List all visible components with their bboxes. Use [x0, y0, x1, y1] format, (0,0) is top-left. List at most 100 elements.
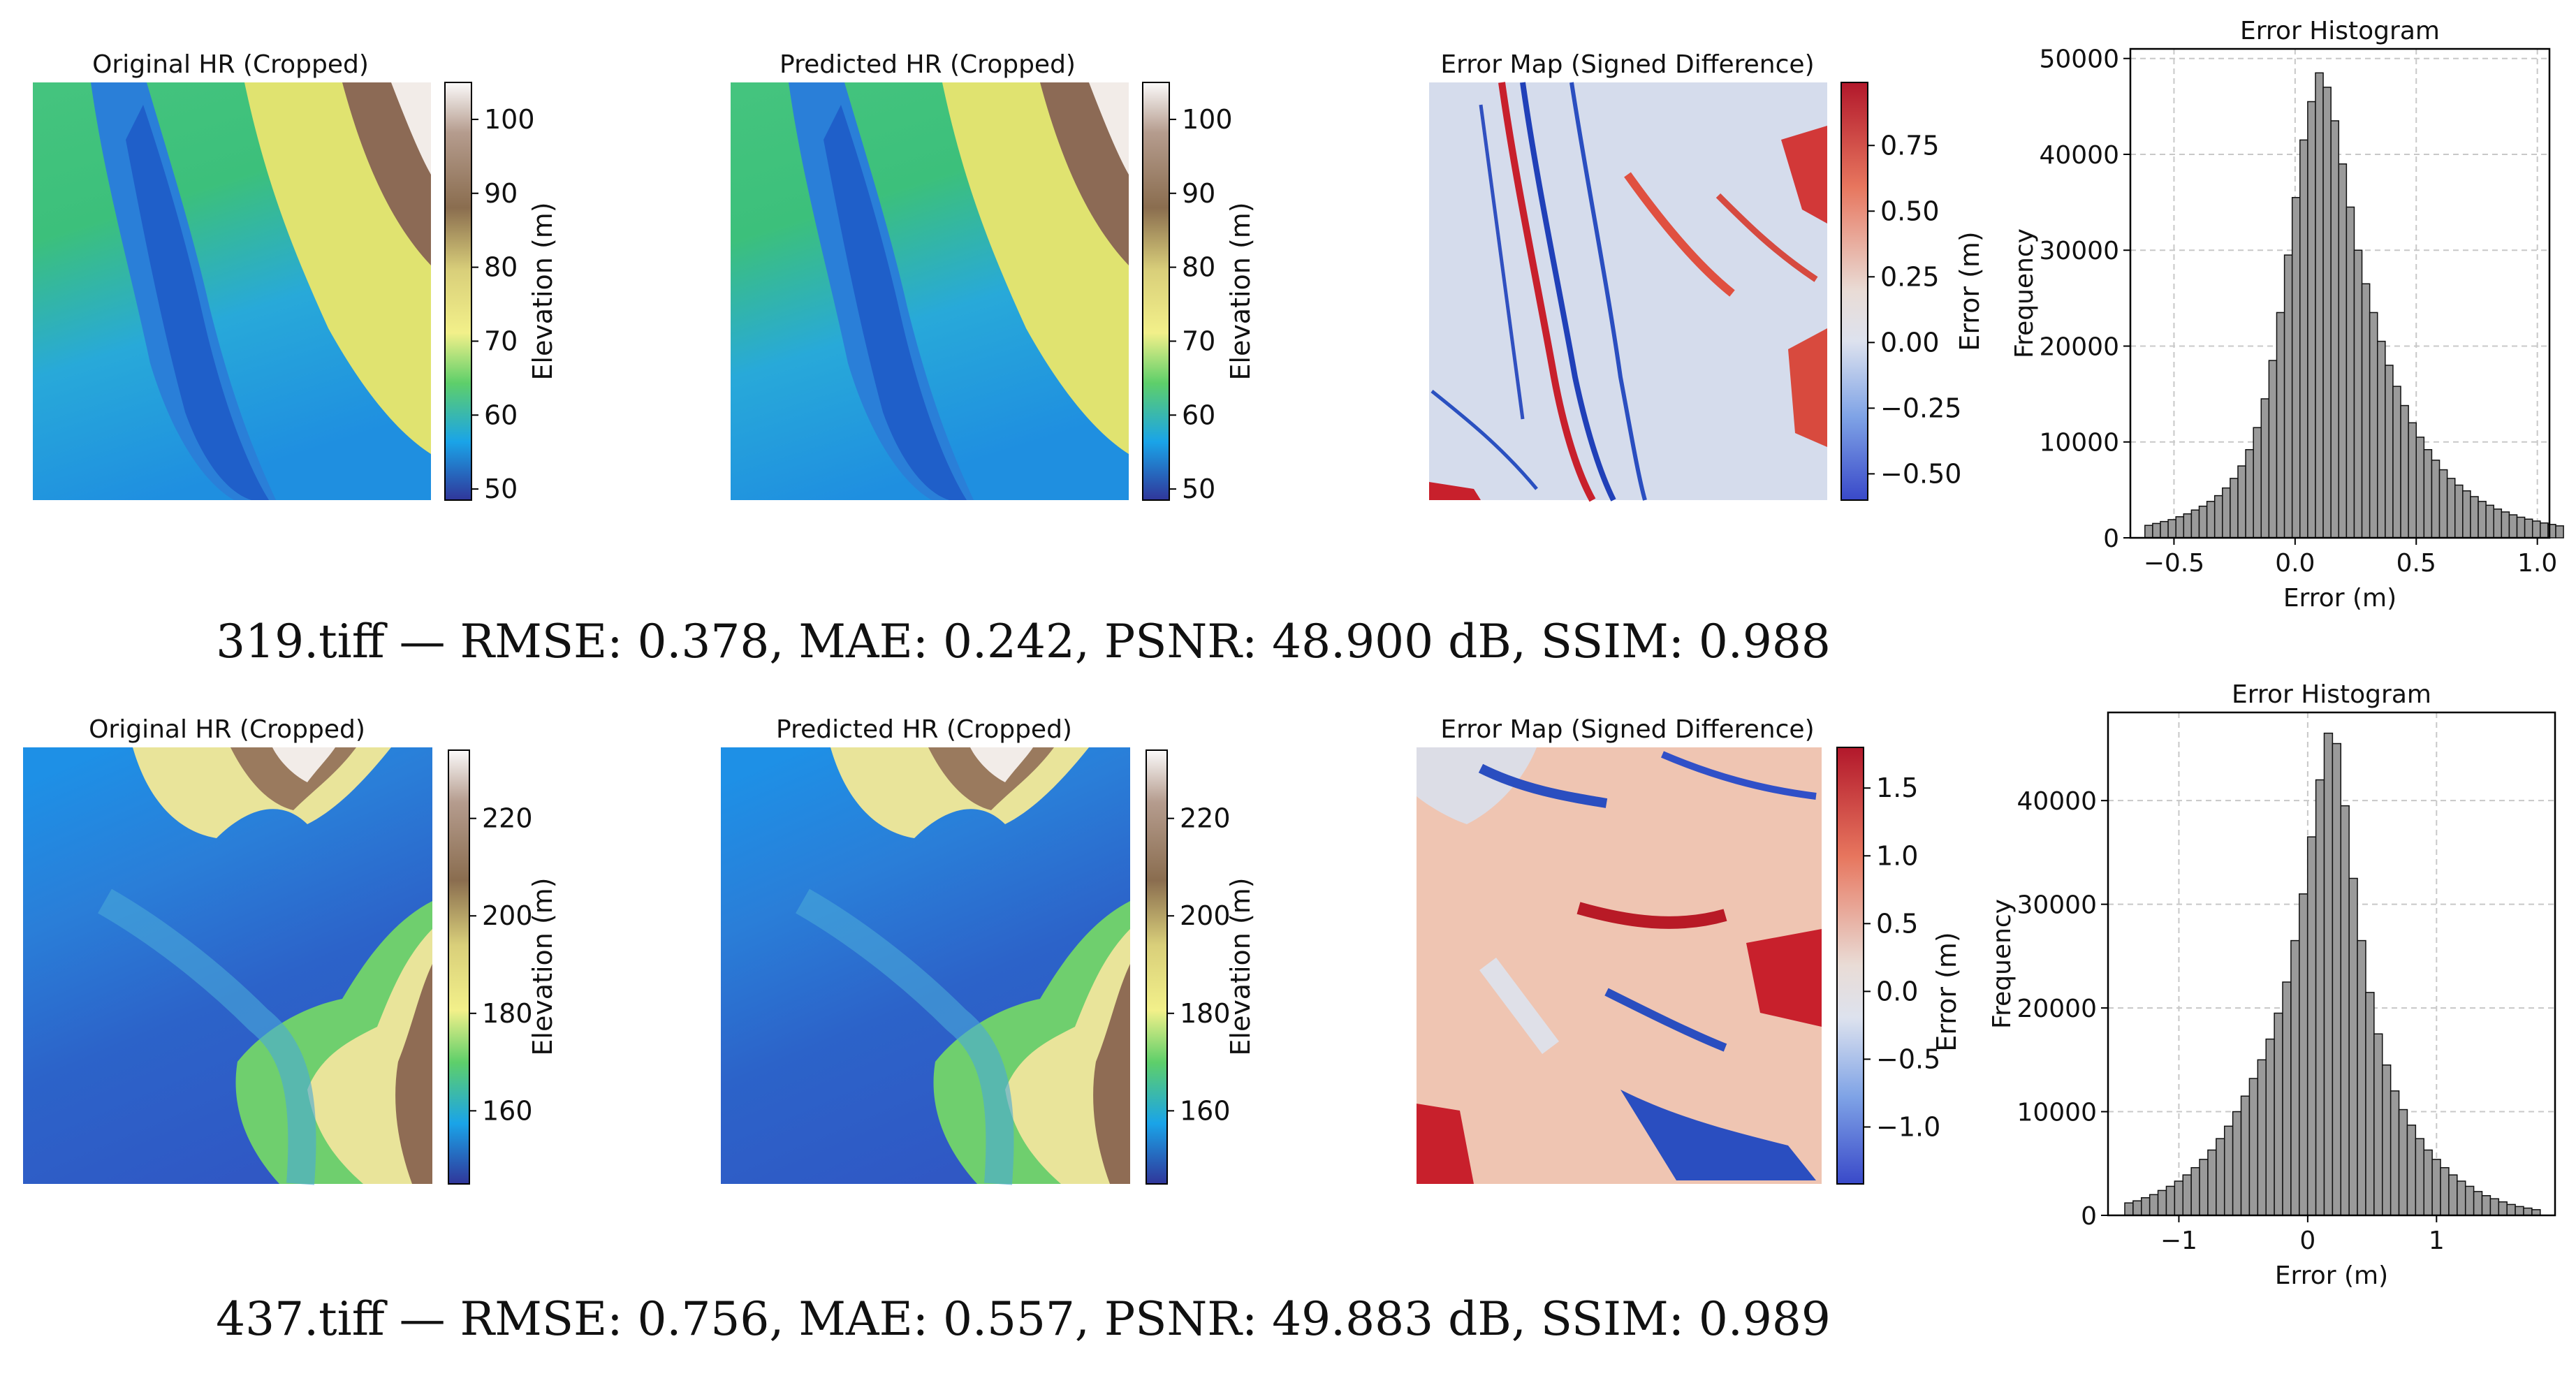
original-elevation-colorbar: 50 60 70 80 90 100 Elevation (m) — [444, 82, 558, 504]
elev-cb-1-tick-label: 80 — [484, 252, 518, 283]
hist-bar — [2531, 520, 2541, 539]
elev-cb-1-tick-label: 90 — [484, 178, 518, 209]
hist-bar — [2182, 1174, 2192, 1216]
hist-bar — [2290, 939, 2300, 1216]
hist-bar — [2299, 139, 2308, 539]
error-colorbar-2: −1.0 −0.5 0.0 0.5 1.0 1.5 Error (m) — [1836, 747, 1962, 1185]
hist-bar — [2470, 496, 2479, 539]
hist-ytick-label: 0 — [2081, 1202, 2097, 1231]
hist-bar — [2478, 501, 2487, 539]
hist-bar — [2390, 1090, 2400, 1216]
hist-bar — [2373, 1033, 2383, 1216]
hist-bar — [2431, 460, 2440, 539]
hist-title: Error Histogram — [2232, 680, 2431, 709]
error-histogram-2: 0 10000 20000 30000 40000 −1 0 1 Error Histogram… — [1988, 680, 2556, 1290]
hist-bar — [2245, 448, 2254, 539]
hist-bar — [2190, 1166, 2200, 1216]
hist-bar — [2240, 1095, 2251, 1216]
hist-bar — [2340, 805, 2350, 1216]
hist-bar — [2406, 1125, 2417, 1216]
err-cb-1-tick-label: 0.75 — [1880, 130, 1940, 161]
hist-xtick-label: 0.5 — [2396, 549, 2436, 578]
hist-bar — [2315, 779, 2325, 1216]
err-cb-1-tick-label: 0.25 — [1880, 261, 1940, 292]
hist-ytick-label: 10000 — [2039, 429, 2119, 458]
err-cb-2-tick-label: 0.0 — [1876, 976, 1918, 1007]
original-colorbar-label-2: Elevation (m) — [527, 877, 558, 1055]
err-cb-2-tick-label: 1.0 — [1876, 840, 1918, 871]
hist-bar — [2167, 519, 2176, 539]
hist-bar — [2124, 1202, 2134, 1216]
hist-bar — [2400, 404, 2409, 539]
hist-bar — [2175, 516, 2185, 539]
hist-bar — [2306, 836, 2317, 1216]
hist-bar — [2332, 742, 2342, 1216]
hist-ytick-label: 30000 — [2017, 891, 2097, 920]
hist-bar — [2265, 1038, 2275, 1216]
hist-bar — [2523, 1207, 2533, 1216]
hist-bar — [2315, 72, 2324, 539]
err-cb-1-tick-label: −0.50 — [1880, 458, 1961, 489]
error-map-title-2: Error Map (Signed Difference) — [1440, 715, 1814, 744]
hist-bar — [2555, 525, 2564, 539]
predicted-hr-title-2: Predicted HR (Cropped) — [776, 715, 1072, 744]
hist-bar — [2446, 478, 2456, 539]
hist-xtick-label: −1 — [2160, 1227, 2197, 1255]
hist-bar — [2524, 518, 2533, 539]
elev-cb-4-tick-label: 200 — [1180, 900, 1231, 931]
hist-bar — [2365, 992, 2375, 1216]
hist-bar — [2299, 893, 2308, 1216]
hist-bar — [2260, 398, 2270, 539]
elev-cb-2-tick-label: 60 — [1182, 400, 1215, 430]
original-hr-image — [33, 82, 431, 500]
hist-bar — [2506, 1203, 2516, 1216]
hist-bar — [2152, 522, 2161, 539]
hist-bar — [2268, 360, 2278, 539]
hist-bar — [2174, 1180, 2184, 1216]
hist-bar — [2493, 508, 2503, 539]
hist-bar — [2448, 1174, 2458, 1216]
hist-ylabel: Frequency — [1988, 899, 2017, 1029]
hist-bar — [2464, 1185, 2475, 1216]
hist-bar — [2237, 465, 2246, 539]
hist-ytick-label: 30000 — [2039, 237, 2119, 265]
predicted-hr-image-2 — [721, 747, 1130, 1185]
hist-bar — [2377, 340, 2386, 539]
elev-cb-2-tick-label: 80 — [1182, 252, 1215, 283]
error-map-image-2 — [1417, 747, 1822, 1184]
hist-bar — [2515, 1206, 2524, 1216]
elev-cb-2-tick-label: 90 — [1182, 178, 1215, 209]
err-cb-2-tick-label: −1.0 — [1876, 1111, 1940, 1142]
hist-bar — [2307, 101, 2316, 539]
elev-cb-1-tick-label: 50 — [484, 474, 518, 504]
hist-bar — [2348, 877, 2358, 1216]
original-hr-title-2: Original HR (Cropped) — [89, 715, 365, 744]
hist-xlabel: Error (m) — [2283, 584, 2396, 613]
hist-bar — [2408, 422, 2417, 539]
err-cb-1-tick-label: 0.50 — [1880, 196, 1940, 226]
elev-cb-2-tick-label: 100 — [1182, 104, 1233, 135]
hist-bar — [2213, 495, 2223, 539]
hist-ytick-label: 40000 — [2017, 787, 2097, 816]
hist-xtick-label: 1.0 — [2517, 549, 2557, 578]
hist-bar — [2369, 312, 2378, 539]
hist-bar — [2322, 87, 2332, 539]
elev-cb-2-tick-label: 70 — [1182, 325, 1215, 356]
original-hr-title: Original HR (Cropped) — [92, 50, 369, 79]
error-colorbar-label: Error (m) — [1954, 231, 1985, 351]
hist-title: Error Histogram — [2240, 17, 2440, 45]
hist-xtick-label: −0.5 — [2144, 549, 2204, 578]
err-cb-2-tick-label: 1.5 — [1876, 773, 1918, 803]
elev-cb-4-tick-label: 220 — [1180, 803, 1231, 834]
hist-axes — [2107, 711, 2556, 1217]
hist-bar — [2385, 365, 2394, 539]
hist-bar — [2274, 1012, 2283, 1216]
error-map-image — [1429, 82, 1827, 502]
predicted-hr-title: Predicted HR (Cropped) — [780, 50, 1076, 79]
elev-cb-3-tick-label: 220 — [482, 803, 533, 834]
hist-bar — [2473, 1191, 2483, 1216]
hist-bar — [2454, 484, 2464, 539]
hist-ytick-label: 40000 — [2039, 141, 2119, 170]
hist-ytick-label: 20000 — [2017, 995, 2097, 1023]
hist-bar — [2230, 478, 2239, 539]
